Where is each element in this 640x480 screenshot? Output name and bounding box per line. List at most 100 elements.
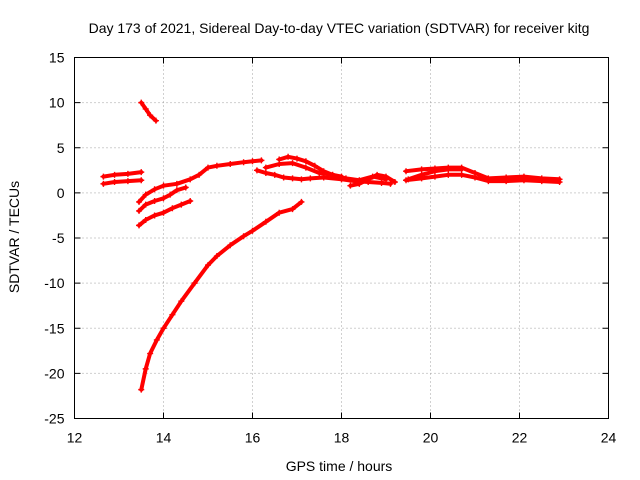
- data-point: [556, 176, 563, 183]
- data-point: [520, 173, 527, 180]
- x-tick-label: 14: [156, 430, 172, 446]
- data-point: [136, 207, 143, 214]
- data-point: [538, 175, 545, 182]
- x-tick-label: 20: [423, 430, 439, 446]
- series-track-k: [347, 171, 398, 189]
- data-point: [167, 191, 174, 198]
- data-point: [403, 168, 410, 175]
- data-point: [378, 179, 385, 186]
- data-point: [240, 159, 247, 166]
- data-point: [249, 158, 256, 165]
- data-point: [187, 197, 194, 204]
- data-point: [316, 170, 323, 177]
- data-point: [111, 171, 118, 178]
- data-point: [160, 195, 167, 202]
- data-point: [262, 170, 269, 177]
- data-point: [307, 175, 314, 182]
- series-trace: [139, 100, 158, 123]
- data-point: [227, 242, 234, 249]
- series-track-a: [100, 169, 145, 180]
- x-tick-label: 24: [601, 430, 617, 446]
- data-point: [298, 176, 305, 183]
- data-point: [342, 175, 349, 182]
- data-point: [374, 171, 381, 178]
- data-point: [138, 177, 145, 184]
- series-track-d: [136, 157, 265, 205]
- data-point: [249, 227, 256, 234]
- data-point: [151, 186, 158, 193]
- data-point: [347, 182, 354, 189]
- data-point: [276, 160, 283, 167]
- data-point: [173, 187, 180, 194]
- data-point: [298, 198, 305, 205]
- data-point: [387, 180, 394, 187]
- data-point: [160, 325, 167, 332]
- grid-lines: [74, 57, 609, 419]
- data-point: [178, 298, 185, 305]
- data-point: [262, 164, 269, 171]
- data-point: [152, 117, 159, 124]
- data-point: [205, 262, 211, 269]
- data-point: [151, 212, 158, 219]
- data-point: [240, 233, 247, 240]
- data-points: [100, 99, 563, 393]
- data-point: [178, 201, 185, 208]
- y-tick-label: -15: [44, 320, 64, 336]
- data-point: [205, 164, 211, 171]
- data-point: [472, 170, 478, 177]
- data-point: [160, 209, 167, 216]
- data-point: [151, 197, 158, 204]
- plot-frame: [74, 57, 609, 419]
- data-point: [213, 162, 220, 169]
- data-point: [136, 222, 143, 229]
- data-point: [160, 182, 167, 189]
- data-point: [503, 174, 510, 181]
- data-point: [458, 171, 465, 178]
- data-point: [138, 169, 145, 176]
- data-point: [302, 164, 309, 171]
- y-tick-label: -25: [44, 411, 64, 427]
- data-point: [196, 171, 203, 178]
- series-track-c: [138, 99, 159, 124]
- data-point: [445, 171, 452, 178]
- data-point: [391, 179, 398, 186]
- data-point: [289, 206, 296, 213]
- y-tick-label: 15: [49, 50, 65, 66]
- series-trace: [101, 178, 144, 186]
- data-point: [142, 105, 149, 112]
- axis-ticks: 12 14 16 18 20 22 24 -25 -20 -15 -10 -5 0 5 10 15: [44, 50, 616, 446]
- data-point: [191, 280, 198, 287]
- data-point: [182, 184, 189, 191]
- data-point: [100, 180, 107, 187]
- data-point: [405, 176, 412, 183]
- data-point: [124, 178, 131, 185]
- data-point: [289, 160, 296, 167]
- series-track-f: [136, 197, 194, 229]
- chart-title: Day 173 of 2021, Sidereal Day-to-day VTE…: [89, 20, 590, 36]
- data-point: [142, 201, 149, 208]
- data-point: [147, 350, 154, 357]
- y-tick-label: -10: [44, 275, 64, 291]
- series-track-e: [136, 184, 189, 214]
- data-point: [431, 173, 438, 180]
- series-track-g: [138, 198, 305, 393]
- data-point: [294, 155, 300, 162]
- data-point: [138, 386, 145, 393]
- series-track-n: [405, 166, 465, 183]
- data-point: [280, 174, 287, 181]
- data-point: [311, 162, 318, 169]
- data-point: [262, 218, 269, 225]
- data-point: [289, 175, 296, 182]
- data-point: [271, 171, 278, 178]
- data-point: [142, 365, 149, 372]
- data-point: [276, 209, 283, 216]
- data-point: [431, 168, 438, 175]
- data-point: [142, 191, 149, 198]
- data-point: [458, 166, 465, 173]
- data-point: [138, 99, 145, 106]
- data-point: [418, 166, 425, 173]
- data-point: [173, 180, 180, 187]
- data-point: [302, 158, 309, 165]
